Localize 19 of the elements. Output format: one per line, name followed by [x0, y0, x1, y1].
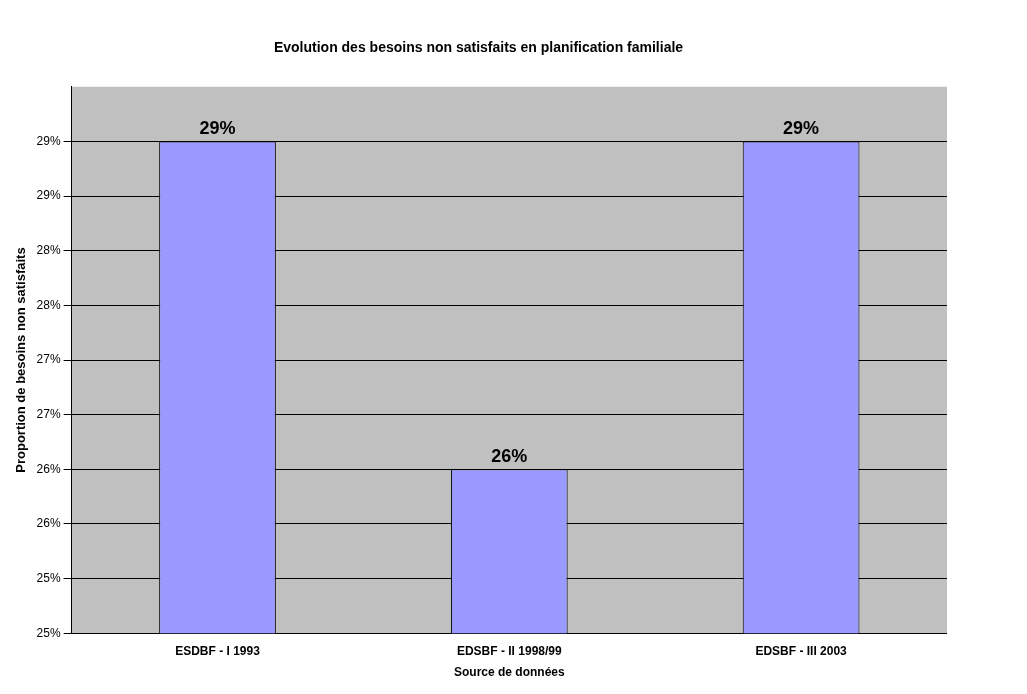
y-tick-label: 26%: [36, 461, 61, 476]
x-tick-label: EDSBF - II 1998/99: [456, 643, 562, 658]
y-tick-label: 28%: [36, 297, 61, 312]
y-axis-title: Proportion de besoins non satisfaits: [13, 247, 29, 473]
y-tick-label: 28%: [36, 243, 61, 258]
x-axis-title: Source de données: [453, 665, 565, 680]
y-tick-label: 27%: [36, 352, 61, 367]
y-tick-label: 29%: [36, 133, 61, 148]
y-tick-label: 27%: [36, 406, 61, 421]
y-tick-label: 25%: [36, 570, 61, 585]
x-tick-label: EDSBF - III 2003: [755, 643, 848, 658]
chart-title: Evolution des besoins non satisfaits en planification familiale: [273, 39, 684, 56]
y-tick-label: 25%: [36, 625, 61, 640]
x-tick-label: ESDBF - I 1993: [175, 643, 261, 658]
y-tick-label: 26%: [36, 516, 61, 531]
data-label: 29%: [783, 118, 820, 139]
data-label: 26%: [491, 446, 528, 467]
y-tick-label: 29%: [36, 188, 61, 203]
data-label: 29%: [199, 118, 236, 139]
